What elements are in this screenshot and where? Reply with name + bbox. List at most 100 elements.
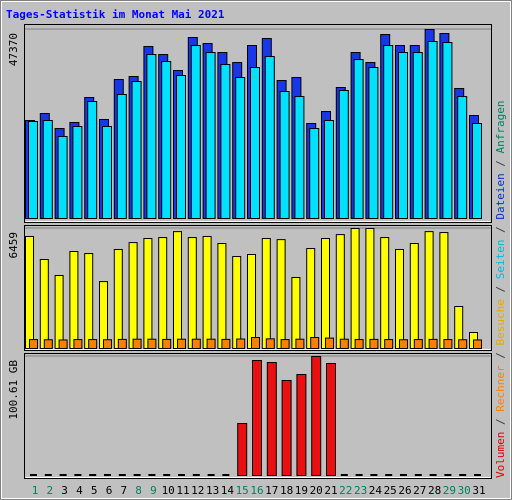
bar: [251, 337, 260, 349]
bar: [57, 136, 68, 220]
bar: [399, 339, 408, 350]
bar: [88, 339, 98, 350]
bar: [324, 120, 334, 219]
bar: [325, 337, 334, 350]
bar: [220, 64, 231, 219]
bar: [291, 277, 301, 350]
bar: [428, 338, 438, 349]
legend-entry: Dateien: [494, 173, 507, 219]
x-tick-label: 1: [32, 484, 39, 497]
bar: [217, 243, 227, 350]
bar: [261, 238, 271, 349]
legend-separator: /: [494, 346, 507, 366]
bar: [443, 339, 453, 350]
bar: [279, 91, 290, 219]
x-tick-label: 9: [150, 484, 157, 497]
bar: [306, 248, 316, 349]
bar: [158, 237, 168, 349]
x-tick-label: 16: [250, 484, 263, 497]
bar: [252, 359, 262, 476]
x-tick-label: 2: [46, 484, 53, 497]
bar: [221, 338, 231, 349]
bar: [247, 253, 256, 349]
x-tick-label: 31: [472, 484, 485, 497]
legend-entry: Rechner: [494, 365, 507, 412]
bar: [162, 338, 172, 349]
bar: [146, 54, 157, 219]
x-tick-label: 22: [339, 484, 352, 497]
bar: [87, 101, 98, 219]
x-tick-label: 30: [458, 484, 471, 497]
y-tick-label: 100.61 GB: [7, 360, 20, 420]
bar: [296, 374, 307, 476]
bar: [236, 338, 246, 349]
bar: [250, 67, 260, 219]
bar: [147, 338, 157, 349]
bar: [232, 256, 242, 350]
x-tick-label: 24: [369, 484, 383, 497]
bar: [235, 77, 246, 220]
bar: [295, 338, 305, 349]
legend-entry: Seiten: [494, 240, 507, 280]
bar: [380, 237, 390, 349]
x-tick-label: 17: [265, 484, 278, 497]
bar: [42, 120, 53, 219]
bar: [339, 338, 349, 349]
x-tick-label: 11: [176, 484, 189, 497]
legend-entry: Besuche: [494, 299, 507, 345]
bar: [368, 67, 379, 219]
x-tick-label: 28: [428, 484, 441, 497]
x-tick-label: 5: [91, 484, 98, 497]
x-tick-label: 10: [162, 484, 175, 497]
bar: [128, 242, 138, 349]
bar: [354, 339, 364, 350]
bar: [311, 356, 322, 476]
x-tick-label: 25: [384, 484, 397, 497]
bar: [353, 59, 364, 219]
x-tick-label: 14: [221, 484, 235, 497]
bar: [143, 238, 153, 349]
bar: [25, 235, 34, 349]
bar: [473, 339, 482, 350]
bar: [176, 75, 186, 219]
bar: [472, 123, 482, 219]
legend-entry: Volumen: [494, 432, 507, 478]
bar: [442, 42, 453, 219]
legend-entry: Anfragen: [494, 100, 507, 153]
bar: [265, 338, 275, 349]
bar: [99, 281, 108, 349]
x-tick-label: 3: [61, 484, 68, 497]
x-tick-label: 21: [324, 484, 337, 497]
bar: [281, 379, 292, 477]
legend-separator: /: [494, 412, 507, 432]
bar: [54, 274, 64, 349]
bar: [266, 361, 277, 477]
bar: [39, 259, 49, 350]
x-tick-label: 18: [280, 484, 293, 497]
x-tick-label: 27: [413, 484, 426, 497]
chart-title: Tages-Statistik im Monat Mai 2021: [6, 8, 225, 21]
bar: [132, 338, 142, 349]
legend: Volumen / Rechner / Besuche / Seiten / D…: [494, 100, 507, 478]
x-tick-label: 7: [120, 484, 127, 497]
bar: [177, 338, 186, 349]
bar: [206, 338, 216, 349]
bar: [309, 128, 320, 220]
bar: [131, 81, 142, 219]
bar: [58, 339, 68, 350]
bar: [326, 362, 336, 477]
bar: [457, 96, 468, 219]
legend-separator: /: [494, 279, 507, 299]
bar: [187, 237, 197, 349]
y-tick-label: 6459: [7, 232, 20, 259]
bar: [113, 248, 123, 350]
bar: [73, 339, 83, 350]
bar: [191, 338, 201, 349]
bar: [280, 339, 290, 350]
panel-frame: [24, 225, 492, 351]
x-tick-label: 23: [354, 484, 367, 497]
bar: [264, 56, 275, 219]
x-tick-label: 26: [398, 484, 411, 497]
bar: [29, 339, 38, 350]
